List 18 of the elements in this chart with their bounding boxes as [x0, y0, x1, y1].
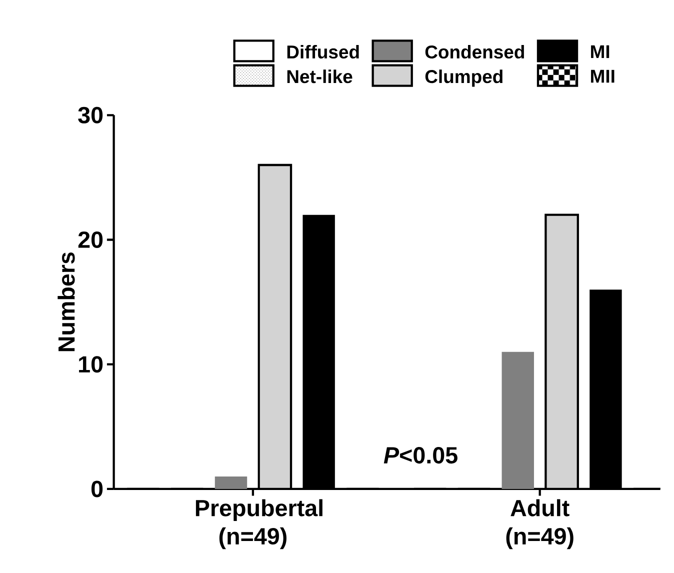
legend-label: Diffused: [287, 45, 359, 59]
legend-label: MII: [591, 70, 614, 83]
y-tick-label: 30: [78, 106, 103, 124]
annotation: P<0.05: [384, 447, 458, 464]
legend-label: Condensed: [425, 45, 524, 59]
x-tick-label: Adult (n=49): [506, 499, 574, 550]
bar: [544, 214, 579, 490]
bar: [214, 476, 248, 490]
legend-label: Clumped: [425, 70, 502, 87]
y-tick-label: 20: [78, 232, 103, 248]
y-tick-label: 10: [79, 356, 103, 373]
y-tick-label: 0: [91, 480, 103, 498]
bar: [258, 165, 292, 490]
x-tick-label: Prepubertal (n=49): [196, 499, 322, 550]
legend-label: Net-like: [287, 70, 352, 84]
legend-label: MI: [591, 45, 610, 58]
bar: [502, 352, 534, 490]
y-axis-title: Numbers: [58, 252, 75, 352]
